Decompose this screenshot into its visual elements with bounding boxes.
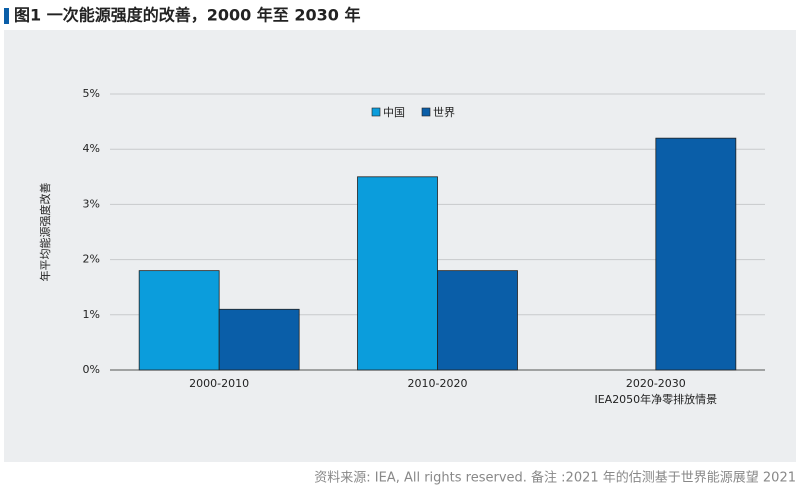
- bar: [218, 308, 300, 371]
- bar: [357, 176, 438, 371]
- x-tick-label: 2000-2010: [189, 377, 249, 390]
- y-tick-label: 1%: [83, 308, 100, 321]
- bar: [138, 270, 220, 371]
- chart-title: 图1 一次能源强度的改善，2000 年至 2030 年: [14, 6, 360, 25]
- bar: [437, 270, 518, 371]
- y-tick-label: 5%: [83, 87, 100, 100]
- y-tick-label: 2%: [83, 253, 100, 266]
- legend-label: 世界: [433, 106, 455, 119]
- y-tick-label: 3%: [83, 197, 100, 210]
- bar: [655, 137, 737, 371]
- legend-swatch: [371, 107, 381, 117]
- y-tick-label: 0%: [83, 363, 100, 376]
- y-axis-label: 年平均能源强度改善: [38, 183, 52, 282]
- title-marker: [4, 8, 9, 24]
- x-tick-sublabel: IEA2050年净零排放情景: [594, 392, 717, 406]
- x-tick-label: 2010-2020: [408, 377, 468, 390]
- legend-label: 中国: [383, 106, 405, 119]
- legend-swatch: [421, 107, 431, 117]
- source-note: 资料来源: IEA, All rights reserved. 备注 :2021…: [314, 470, 796, 486]
- x-tick-label: 2020-2030: [626, 377, 686, 390]
- y-tick-label: 4%: [83, 142, 100, 155]
